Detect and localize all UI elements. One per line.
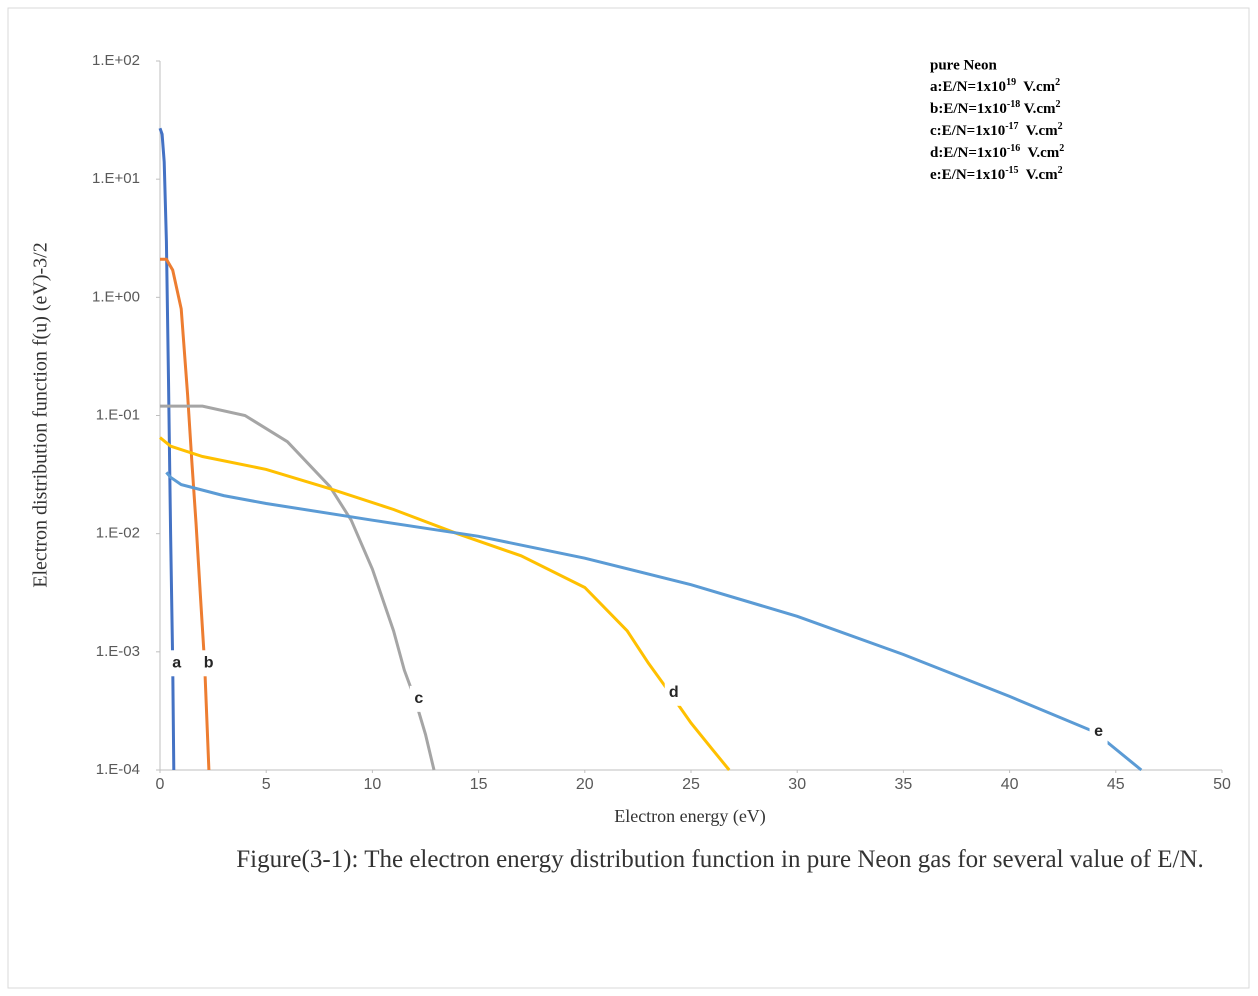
annotation-text: V.cm — [1020, 145, 1060, 161]
superscript: 19 — [1006, 77, 1016, 88]
x-tick-label: 30 — [788, 776, 806, 793]
series-label: a — [172, 655, 181, 672]
annotation-text: c:E/N=1x10 — [930, 123, 1005, 139]
chart-border — [7, 7, 1250, 989]
annotation-line: d:E/N=1x10-16 V.cm2 — [930, 143, 1064, 162]
superscript: -17 — [1005, 121, 1018, 132]
y-tick-label: 1.E+02 — [92, 52, 140, 69]
x-tick-label: 50 — [1213, 776, 1231, 793]
series-label: b — [204, 655, 214, 672]
x-tick-label: 15 — [470, 776, 488, 793]
annotation-line: a:E/N=1x1019 V.cm2 — [930, 77, 1060, 96]
series-label-bg — [409, 685, 428, 712]
series-label-bg — [1089, 718, 1108, 745]
x-tick-label: 35 — [895, 776, 913, 793]
superscript: 2 — [1056, 99, 1061, 110]
annotation-text: d:E/N=1x10 — [930, 145, 1007, 161]
superscript: 2 — [1055, 77, 1060, 88]
y-axis-label: Electron distribution function f(u) (eV)… — [30, 242, 52, 587]
annotation-line: e:E/N=1x10-15 V.cm2 — [930, 165, 1063, 184]
annotation-text: a:E/N=1x10 — [930, 79, 1006, 95]
annotation-text: V.cm — [1019, 123, 1059, 139]
x-axis-label: Electron energy (eV) — [614, 806, 766, 827]
annotation-text: V.cm — [1019, 167, 1059, 183]
annotation-title: pure Neon — [930, 57, 997, 73]
superscript: -15 — [1005, 165, 1018, 176]
y-tick-label: 1.E-02 — [96, 525, 140, 542]
y-tick-label: 1.E-04 — [96, 761, 140, 778]
annotation-text: V.cm — [1016, 79, 1056, 95]
y-tick-label: 1.E+01 — [92, 170, 140, 187]
series-label: d — [669, 684, 679, 701]
x-tick-label: 25 — [682, 776, 700, 793]
superscript: 2 — [1058, 165, 1063, 176]
x-tick-label: 45 — [1107, 776, 1125, 793]
x-tick-label: 5 — [262, 776, 271, 793]
superscript: 2 — [1058, 121, 1063, 132]
superscript: -18 — [1007, 99, 1020, 110]
series-label: e — [1094, 723, 1103, 740]
annotation-text: e:E/N=1x10 — [930, 167, 1005, 183]
annotation-line: c:E/N=1x10-17 V.cm2 — [930, 121, 1063, 140]
series-label-bg — [199, 650, 218, 677]
x-tick-label: 40 — [1001, 776, 1019, 793]
series-label-bg — [167, 650, 186, 677]
annotation-text: V.cm — [1020, 101, 1056, 117]
superscript: 2 — [1059, 143, 1064, 154]
y-tick-label: 1.E-03 — [96, 643, 140, 660]
annotation-text: b:E/N=1x10 — [930, 101, 1007, 117]
x-tick-label: 20 — [576, 776, 594, 793]
y-tick-label: 1.E+00 — [92, 288, 140, 305]
series-label-bg — [664, 679, 683, 706]
caption: Figure(3-1): The electron energy distrib… — [236, 846, 1204, 873]
line-series — [158, 127, 176, 771]
y-tick-label: 1.E-01 — [96, 406, 140, 423]
superscript: -16 — [1007, 143, 1020, 154]
line-series — [159, 436, 731, 771]
x-tick-label: 10 — [364, 776, 382, 793]
x-tick-label: 0 — [156, 776, 165, 793]
line-series — [165, 471, 1143, 772]
annotation-line: b:E/N=1x10-18 V.cm2 — [930, 99, 1061, 118]
line-series — [160, 257, 211, 771]
series-label: c — [414, 690, 423, 707]
